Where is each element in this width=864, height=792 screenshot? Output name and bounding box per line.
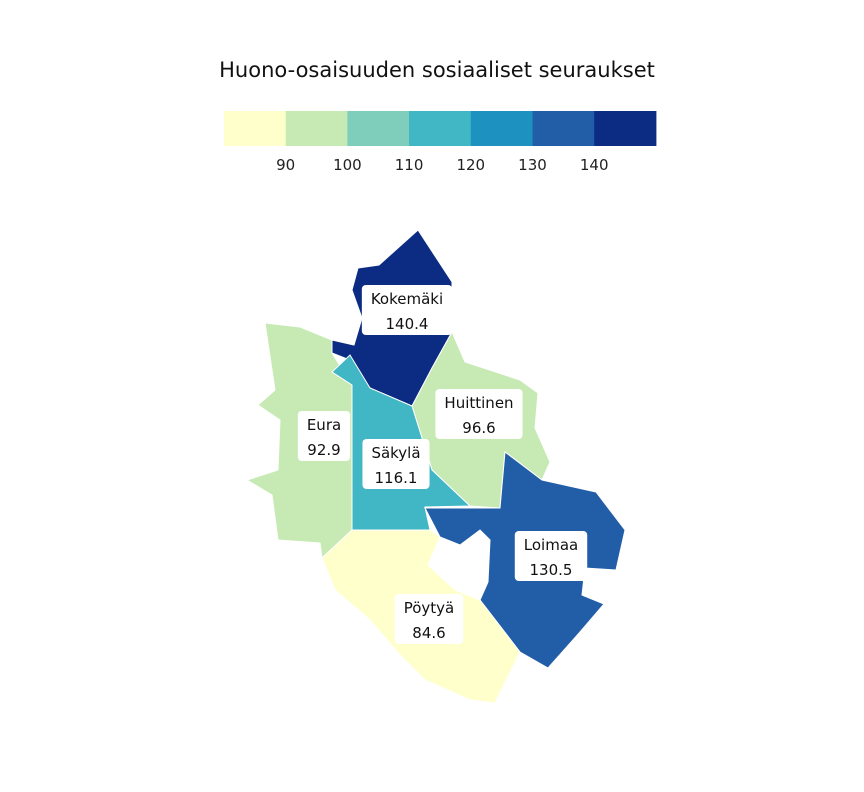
region-label: Kokemäki 140.4 xyxy=(361,285,453,335)
region-label-box xyxy=(297,411,351,461)
region-label: Loimaa 130.5 xyxy=(514,531,588,581)
region-name: Kokemäki xyxy=(371,290,443,308)
region-name: Huittinen xyxy=(444,394,513,412)
region-value: 84.6 xyxy=(412,624,445,642)
region-label-box xyxy=(362,439,430,489)
legend-tick-label: 120 xyxy=(456,156,485,174)
region-label-box xyxy=(361,285,453,335)
region-value: 96.6 xyxy=(462,419,495,437)
legend-bin xyxy=(532,111,595,146)
region-name: Eura xyxy=(307,416,341,434)
legend-tick-label: 100 xyxy=(333,156,362,174)
region-label-box xyxy=(514,531,588,581)
legend-tick-label: 140 xyxy=(580,156,609,174)
legend-tick-label: 90 xyxy=(276,156,295,174)
legend-bin xyxy=(285,111,348,146)
region-label: Säkylä 116.1 xyxy=(362,439,430,489)
legend-tick-label: 110 xyxy=(395,156,424,174)
legend-bins xyxy=(224,111,657,146)
region-label: Pöytyä 84.6 xyxy=(394,594,464,644)
legend-ticks: 90 100 110 120 130 140 xyxy=(276,156,608,174)
region-name: Loimaa xyxy=(524,536,578,554)
legend-bin xyxy=(409,111,472,146)
region-value: 130.5 xyxy=(530,561,573,579)
region-name: Pöytyä xyxy=(404,599,455,617)
map-title: Huono-osaisuuden sosiaaliset seuraukset xyxy=(219,58,655,82)
region-value: 92.9 xyxy=(307,441,340,459)
region-label-box xyxy=(394,594,464,644)
legend-bin xyxy=(594,111,657,146)
legend: 90 100 110 120 130 140 xyxy=(224,111,657,174)
region-value: 116.1 xyxy=(375,469,418,487)
legend-bin xyxy=(347,111,410,146)
region-label: Huittinen 96.6 xyxy=(435,389,523,439)
region-value: 140.4 xyxy=(386,315,429,333)
region-labels: Kokemäki 140.4 Eura 92.9 Huittinen 96.6 Säkylä… xyxy=(297,285,588,644)
region-label-box xyxy=(435,389,523,439)
legend-tick-label: 130 xyxy=(518,156,547,174)
legend-bin xyxy=(470,111,533,146)
legend-bin xyxy=(224,111,287,146)
region-label: Eura 92.9 xyxy=(297,411,351,461)
region-name: Säkylä xyxy=(371,444,420,462)
